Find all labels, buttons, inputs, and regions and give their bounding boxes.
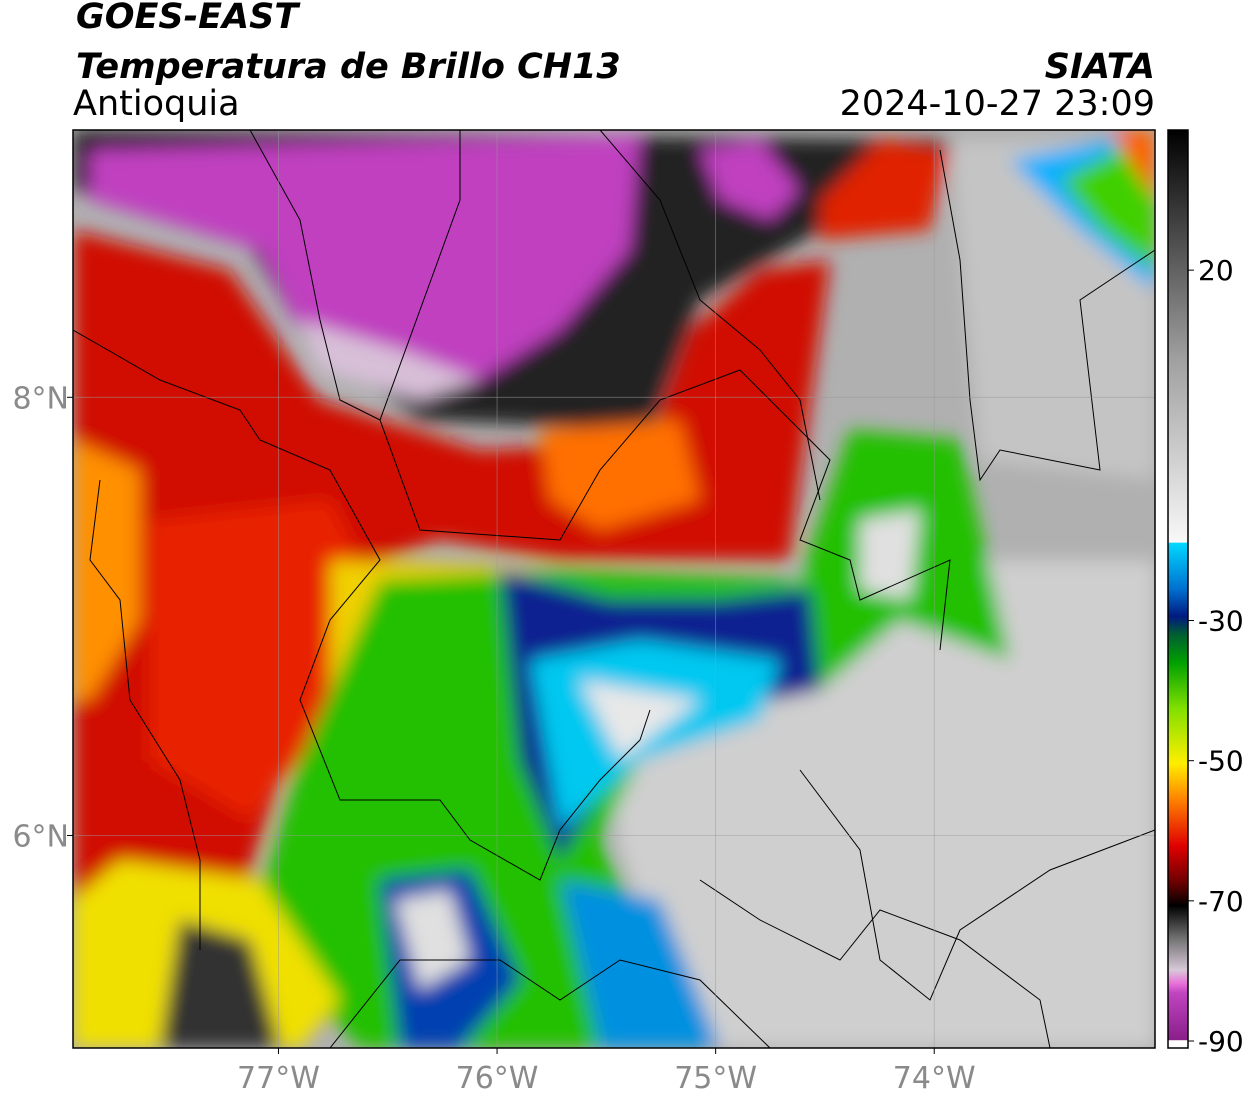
satellite-image: [73, 130, 1155, 1048]
source: SIATA: [1045, 47, 1155, 87]
y-tick-label: 8°N: [12, 381, 69, 416]
x-tick-label: 75°W: [674, 1061, 757, 1096]
title: GOES-EAST: [76, 0, 301, 37]
subtitle: Temperatura de Brillo CH13: [76, 47, 621, 87]
colorbar-tick-label: -50: [1198, 745, 1244, 778]
x-tick-label: 76°W: [456, 1061, 539, 1096]
datetime: 2024-10-27 23:09: [840, 84, 1155, 124]
y-tick-label: 6°N: [12, 819, 69, 854]
colorbar: [1167, 129, 1189, 1049]
x-tick-label: 74°W: [893, 1061, 976, 1096]
region: Antioquia: [73, 84, 240, 124]
colorbar-tick-label: 20: [1198, 254, 1234, 287]
colorbar-tick-label: -90: [1198, 1025, 1244, 1058]
axes: 77°W 76°W 75°W 74°W 8°N 6°N 20 -30 -50 -70 -90: [12, 254, 1243, 1096]
colorbar-tick-label: -70: [1198, 885, 1244, 918]
x-tick-label: 77°W: [237, 1061, 320, 1096]
graticule: [73, 130, 1155, 1048]
colorbar-tick-label: -30: [1198, 605, 1244, 638]
map-frame: [72, 129, 1156, 1049]
